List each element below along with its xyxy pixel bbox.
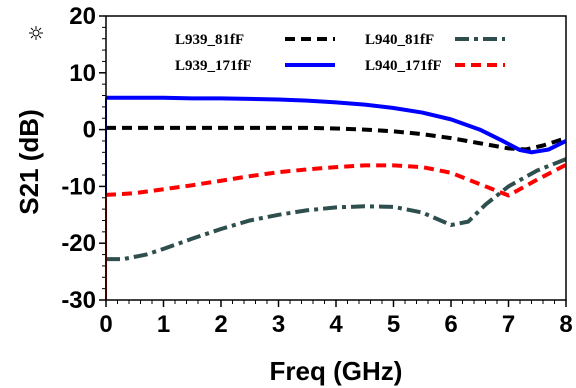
y-tick-label: -30 bbox=[61, 287, 96, 314]
series-line bbox=[106, 95, 567, 155]
legend-label: L940_81fF bbox=[365, 32, 434, 48]
legend-label: L939_81fF bbox=[175, 32, 244, 48]
y-tick-label: -20 bbox=[61, 230, 96, 257]
series-line bbox=[106, 157, 567, 262]
x-tick-label: 0 bbox=[99, 311, 112, 338]
y-tick-label: -10 bbox=[61, 173, 96, 200]
y-tick-label: 20 bbox=[69, 3, 96, 30]
x-tick-label: 3 bbox=[272, 311, 285, 338]
x-tick-label: 7 bbox=[502, 311, 515, 338]
series-line bbox=[106, 125, 567, 152]
x-tick-label: 6 bbox=[444, 311, 457, 338]
series-line bbox=[105, 163, 567, 198]
x-axis-title: Freq (GHz) bbox=[270, 356, 403, 386]
x-tick-label: 5 bbox=[387, 311, 400, 338]
y-tick-label: 0 bbox=[83, 117, 96, 144]
x-tick-label: 8 bbox=[559, 311, 572, 338]
minor-ticks bbox=[102, 26, 555, 304]
x-tick-label: 4 bbox=[329, 311, 343, 338]
legend-label: L940_171fF bbox=[365, 58, 442, 74]
legend-label: L939_171fF bbox=[175, 58, 252, 74]
y-axis-ticks: 20 10 0 -10 -20 -30 bbox=[61, 3, 106, 314]
x-axis-ticks: 0 1 2 3 4 5 6 7 8 bbox=[99, 300, 573, 338]
x-tick-label: 1 bbox=[157, 311, 170, 338]
marker-icon bbox=[29, 26, 43, 40]
x-tick-label: 2 bbox=[214, 311, 227, 338]
y-tick-label: 10 bbox=[69, 60, 96, 87]
legend: L939_81fF L939_171fF L940_81fF L940_171fF bbox=[175, 32, 505, 74]
y-axis-title: S21 (dB) bbox=[14, 109, 44, 214]
series-layer bbox=[105, 95, 567, 300]
